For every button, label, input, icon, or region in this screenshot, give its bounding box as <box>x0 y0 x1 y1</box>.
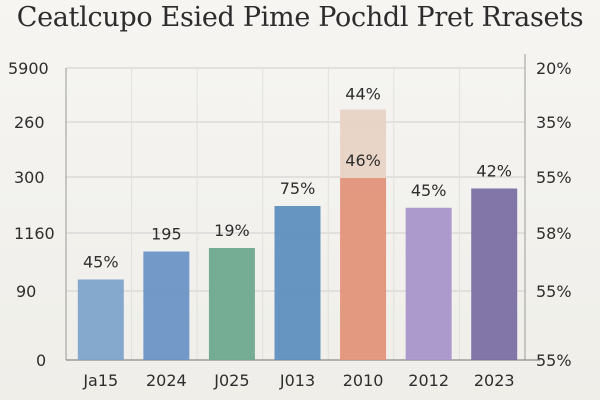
stacked-top-label: 44% <box>345 85 381 104</box>
bar-0 <box>77 279 124 360</box>
category-label: 2023 <box>474 371 515 390</box>
left-tick-label: 300 <box>14 168 45 187</box>
data-labels: 45% 195 19% 75% 46% 45% 42% 44% <box>83 85 512 272</box>
category-label: J013 <box>279 371 315 390</box>
right-tick-label: 35% <box>536 113 572 132</box>
category-label: 2024 <box>146 371 187 390</box>
left-tick-label: 5900 <box>8 59 49 78</box>
right-tick-label: 20% <box>536 59 572 78</box>
bar-6 <box>471 188 518 360</box>
data-label: 75% <box>280 179 316 198</box>
left-axis-ticks: 5900 260 300 1160 90 0 <box>8 59 55 370</box>
category-labels: Ja15 2024 J025 J013 2010 2012 2023 <box>82 371 514 390</box>
data-label: 195 <box>151 225 182 244</box>
bars <box>77 109 518 360</box>
category-label: 2012 <box>408 371 449 390</box>
left-tick-label: 0 <box>36 351 46 370</box>
right-tick-label: 58% <box>536 224 572 243</box>
category-label: Ja15 <box>82 371 118 390</box>
left-tick-label: 90 <box>16 282 36 301</box>
bar-stacked-top <box>340 109 387 178</box>
right-tick-label: 55% <box>536 351 572 370</box>
grid-lines <box>66 67 525 361</box>
data-label: 42% <box>476 162 512 181</box>
bar-1 <box>143 251 190 360</box>
data-label: 46% <box>345 151 381 170</box>
right-axis-ticks: 20% 35% 55% 58% 55% 55% <box>536 59 572 370</box>
bar-2 <box>208 248 255 360</box>
bar-5 <box>405 207 452 360</box>
right-tick-label: 55% <box>536 168 572 187</box>
category-label: J025 <box>213 371 249 390</box>
right-tick-label: 55% <box>536 282 572 301</box>
data-label: 19% <box>214 221 250 240</box>
bar-4 <box>340 178 387 360</box>
left-tick-label: 260 <box>14 113 45 132</box>
data-label: 45% <box>411 181 447 200</box>
data-label: 45% <box>83 253 119 272</box>
bar-3 <box>274 206 321 360</box>
chart-title: Ceatlcupo Esied Pime Pochdl Pret Rrasets <box>16 2 584 33</box>
left-tick-label: 1160 <box>14 224 55 243</box>
category-label: 2010 <box>343 371 384 390</box>
